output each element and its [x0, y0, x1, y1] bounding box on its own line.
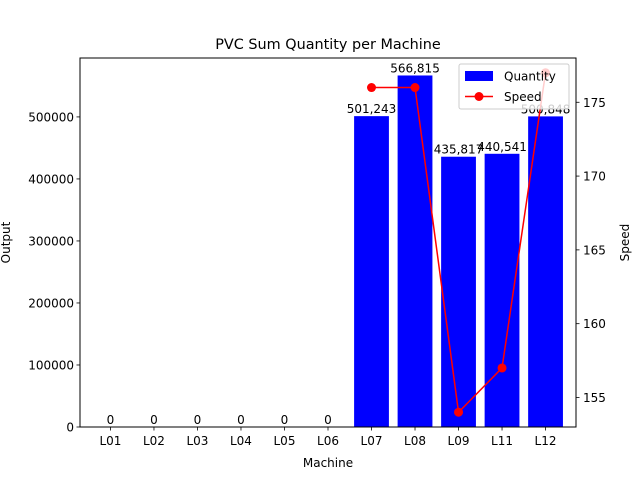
y-tick-label-0: 0 [66, 421, 74, 435]
y-tick-label-300000: 300000 [28, 234, 74, 248]
x-axis: L01 L02 L03 L04 L05 L06 L07 L08 L09 L11 L12 [99, 427, 557, 448]
speed-point-l07 [367, 83, 377, 93]
x-tick-label-l03: L03 [186, 434, 208, 448]
bar-labels-layer: 000000501,243566,815435,817440,541500,84… [107, 61, 571, 427]
bar-l12 [528, 116, 563, 427]
legend-swatch-quantity [465, 71, 493, 81]
x-tick-label-l08: L08 [404, 434, 426, 448]
speed-point-l08 [410, 83, 420, 93]
bar-value-label-l11: 440,541 [477, 140, 527, 154]
bar-l08 [397, 75, 433, 428]
y-axis-right: 155 160 165 170 175 [576, 96, 606, 405]
y-tick-label-400000: 400000 [28, 172, 74, 186]
y2-tick-label-175: 175 [583, 96, 606, 110]
legend-label-speed: Speed [504, 90, 542, 104]
x-axis-title: Machine [303, 456, 353, 470]
bar-value-label-l07: 501,243 [347, 102, 397, 116]
x-tick-label-l11: L11 [491, 434, 513, 448]
bar-value-label-l03: 0 [194, 413, 202, 427]
legend: Quantity Speed [458, 63, 570, 110]
y-tick-label-500000: 500000 [28, 110, 74, 124]
legend-marker-speed [474, 92, 484, 101]
bar-value-label-l02: 0 [150, 413, 158, 427]
bars-layer [354, 75, 563, 428]
x-tick-label-l04: L04 [230, 434, 252, 448]
y2-tick-label-160: 160 [583, 317, 606, 331]
y-axis-left: 0 100000 200000 300000 400000 500000 [28, 110, 80, 435]
chart-title: PVC Sum Quantity per Machine [215, 37, 441, 53]
y-tick-label-100000: 100000 [28, 358, 74, 372]
x-tick-label-l09: L09 [448, 434, 470, 448]
x-tick-label-l01: L01 [99, 434, 121, 448]
legend-label-quantity: Quantity [504, 70, 556, 84]
x-tick-label-l02: L02 [143, 434, 165, 448]
y2-axis-title: Speed [618, 224, 632, 262]
bar-value-label-l05: 0 [281, 413, 289, 427]
bar-value-label-l06: 0 [324, 413, 332, 427]
bar-l07 [354, 116, 389, 428]
speed-point-l09 [454, 407, 464, 417]
y2-tick-label-155: 155 [583, 391, 606, 405]
speed-point-l11 [497, 363, 507, 373]
bar-l09 [441, 156, 476, 427]
y-tick-label-200000: 200000 [28, 296, 74, 310]
bar-value-label-l04: 0 [237, 413, 245, 427]
bar-value-label-l01: 0 [107, 413, 115, 427]
x-tick-label-l05: L05 [274, 434, 296, 448]
x-tick-label-l06: L06 [317, 434, 339, 448]
x-tick-label-l12: L12 [535, 434, 557, 448]
bar-value-label-l09: 435,817 [434, 143, 484, 157]
y-axis-title: Output [0, 221, 13, 263]
bar-value-label-l08: 566,815 [390, 61, 440, 75]
y2-tick-label-170: 170 [583, 170, 606, 184]
y2-tick-label-165: 165 [583, 243, 606, 257]
x-tick-label-l07: L07 [361, 434, 383, 448]
